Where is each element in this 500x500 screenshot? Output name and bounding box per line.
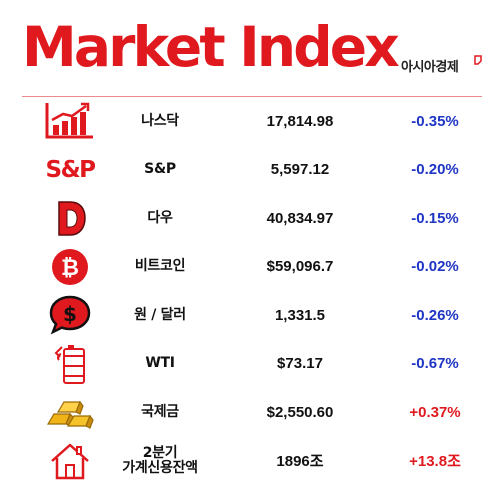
index-value: $73.17	[277, 355, 323, 373]
bar-chart-up-icon	[40, 101, 100, 141]
sp-logo-icon: S&P	[45, 156, 96, 183]
dollar-speech-bubble-icon: $	[40, 295, 100, 335]
index-value: 17,814.98	[266, 112, 334, 130]
list-item: 다우 40,834.97 -0.15%	[0, 194, 500, 243]
list-item: 국제금 $2,550.60 +0.37%	[0, 388, 500, 437]
oil-barrel-icon	[40, 344, 100, 384]
index-name: 국제금	[141, 403, 179, 420]
gold-bars-icon	[40, 392, 100, 432]
index-value: 40,834.97	[266, 209, 334, 227]
list-item: $ 원 / 달러 1,331.5 -0.26%	[0, 291, 500, 340]
index-value: 1,331.5	[274, 306, 326, 324]
index-value: $59,096.7	[266, 258, 334, 276]
index-change: +13.8조	[409, 453, 461, 471]
index-change: -0.35%	[411, 112, 459, 130]
index-change: +0.37%	[409, 403, 461, 421]
list-item: 나스닥 17,814.98 -0.35%	[0, 97, 500, 146]
list-item: 2분기 가계신용잔액 1896조 +13.8조	[0, 437, 500, 486]
svg-text:$: $	[63, 302, 77, 326]
index-name: WTI	[145, 355, 175, 372]
index-value: 1896조	[276, 453, 324, 471]
header: Market Index 아시아경제	[0, 0, 500, 96]
market-index-list: 나스닥 17,814.98 -0.35% S&P S&P 5,597.12 -0…	[0, 97, 500, 485]
bitcoin-coin-icon: ₿	[40, 247, 100, 287]
list-item: S&P S&P 5,597.12 -0.20%	[0, 146, 500, 195]
brand-mark-icon	[474, 55, 482, 65]
page-title: Market Index	[22, 15, 400, 79]
brand-logo: 아시아경제	[401, 60, 459, 75]
index-value: $2,550.60	[266, 403, 334, 421]
index-name: 원 / 달러	[134, 306, 186, 323]
index-change: -0.67%	[411, 355, 459, 373]
index-change: -0.02%	[411, 258, 459, 276]
index-change: -0.20%	[411, 161, 459, 179]
index-value: 5,597.12	[270, 161, 330, 179]
index-name: S&P	[144, 161, 176, 178]
svg-text:₿: ₿	[61, 256, 79, 281]
list-item: WTI $73.17 -0.67%	[0, 340, 500, 389]
index-name: 비트코인	[134, 258, 186, 275]
header-divider	[22, 96, 482, 97]
index-name: 나스닥	[141, 112, 179, 129]
dow-letter-d-icon	[40, 198, 100, 238]
list-item: ₿ 비트코인 $59,096.7 -0.02%	[0, 243, 500, 292]
index-change: -0.26%	[411, 306, 459, 324]
house-icon	[40, 441, 100, 481]
index-name: 2분기 가계신용잔액	[122, 444, 198, 476]
index-change: -0.15%	[411, 209, 459, 227]
index-name: 다우	[147, 209, 173, 226]
